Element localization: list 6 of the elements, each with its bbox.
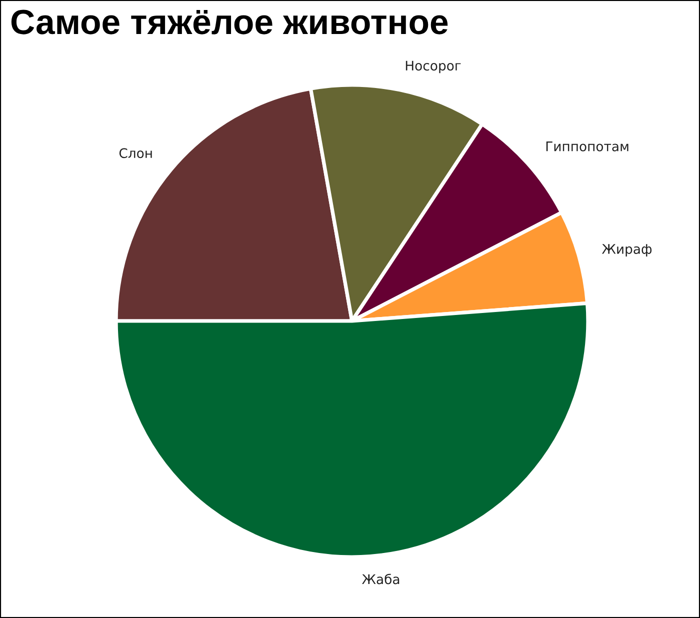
slice-label: Жираф (602, 244, 652, 257)
chart-title: Самое тяжёлое животное (11, 10, 448, 34)
slice-label: Жаба (362, 574, 400, 584)
slice-label: Слон (119, 148, 152, 158)
slice-label: Гиппопотам (546, 142, 628, 152)
slice-label: Носорог (406, 60, 461, 74)
